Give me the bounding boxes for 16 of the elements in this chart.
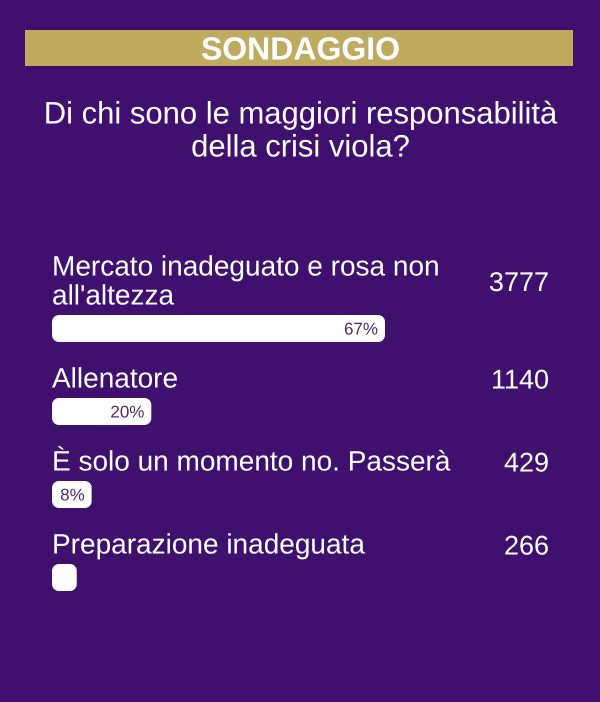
data-label: 8% bbox=[60, 486, 85, 504]
data-label: 20% bbox=[110, 402, 144, 422]
y-tick-label: Mercato inadeguato e rosa non all'altezza bbox=[52, 250, 440, 310]
bar bbox=[52, 564, 77, 591]
bar bbox=[52, 315, 385, 342]
chart-subtitle: Di chi sono le maggiori responsabilità della crisi viola? bbox=[44, 96, 558, 164]
text: 1140 bbox=[490, 364, 549, 394]
chart-title: SONDAGGIO bbox=[200, 30, 400, 66]
text: 3777 bbox=[488, 267, 549, 297]
bar bbox=[52, 398, 152, 425]
data-label: 67% bbox=[344, 320, 378, 338]
y-tick-label: È solo un momento no. Passerà bbox=[52, 446, 451, 476]
text: 266 bbox=[504, 530, 549, 560]
y-tick-label: Preparazione inadeguata bbox=[52, 528, 366, 560]
text: 429 bbox=[504, 448, 549, 478]
y-tick-label: Allenatore bbox=[52, 362, 178, 394]
